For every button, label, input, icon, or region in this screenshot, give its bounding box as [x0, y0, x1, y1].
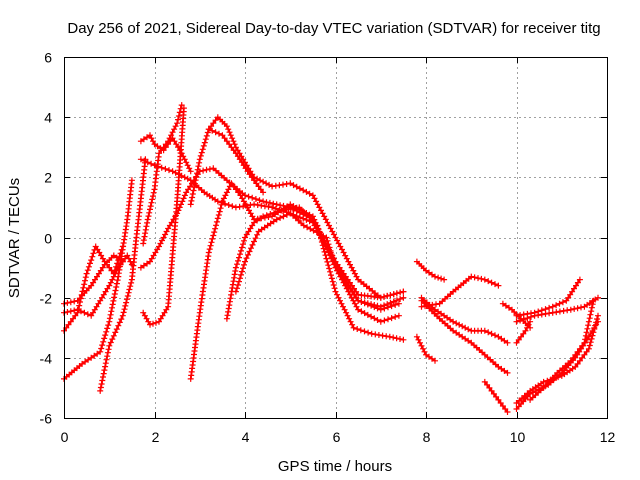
x-tick-label: 2: [152, 429, 160, 445]
y-tick-label: 6: [44, 50, 52, 66]
grid: [64, 57, 607, 418]
series-markers: [513, 318, 534, 346]
series-arc-20: [418, 273, 502, 310]
series-arc-25: [513, 276, 583, 319]
series-arc-24: [513, 294, 601, 325]
y-tick-label: -4: [40, 351, 53, 367]
series-markers: [223, 204, 407, 343]
series-arc-23: [513, 318, 534, 346]
x-tick-label: 6: [333, 429, 341, 445]
y-tick-label: 0: [44, 231, 52, 247]
series-arc-14: [223, 204, 407, 343]
series-markers: [418, 273, 502, 310]
y-tick-label: -6: [40, 411, 53, 427]
data-series: [61, 102, 601, 415]
series-markers: [137, 132, 194, 175]
x-tick-label: 4: [242, 429, 250, 445]
series-markers: [413, 258, 448, 283]
series-markers: [232, 210, 402, 313]
series-markers: [527, 297, 597, 403]
series-arc-8: [137, 132, 194, 175]
x-tick-label: 12: [600, 429, 616, 445]
y-tick-label: 4: [44, 110, 52, 126]
y-axis-label: SDTVAR / TECUs: [6, 178, 23, 298]
series-line: [189, 182, 400, 380]
series-arc-5: [97, 156, 149, 394]
series-markers: [513, 294, 601, 325]
series-arc-16: [413, 258, 448, 283]
series-line: [415, 335, 436, 362]
y-tick-label: 2: [44, 170, 52, 186]
series-markers: [187, 114, 407, 301]
series-markers: [513, 276, 583, 319]
series-arc-15: [232, 210, 402, 313]
series-arc-17: [413, 333, 438, 364]
x-tick-label: 8: [423, 429, 431, 445]
axis-ticks: 0 2 4 6 8 10 12 -6 -4 -2 0 2 4 6: [40, 50, 616, 446]
x-axis-label: GPS time / hours: [278, 458, 392, 475]
series-arc-28: [527, 297, 597, 403]
series-markers: [481, 378, 511, 415]
series-arc-21: [481, 378, 511, 415]
series-arc-13: [187, 114, 407, 301]
series-markers: [97, 156, 149, 394]
y-tick-label: -2: [40, 291, 53, 307]
chart-title: Day 256 of 2021, Sidereal Day-to-day VTE…: [67, 20, 600, 37]
x-tick-label: 10: [510, 429, 526, 445]
series-markers: [413, 333, 438, 364]
x-tick-label: 0: [61, 429, 69, 445]
series-arc-19: [418, 297, 511, 376]
series-arc-12: [205, 126, 267, 196]
